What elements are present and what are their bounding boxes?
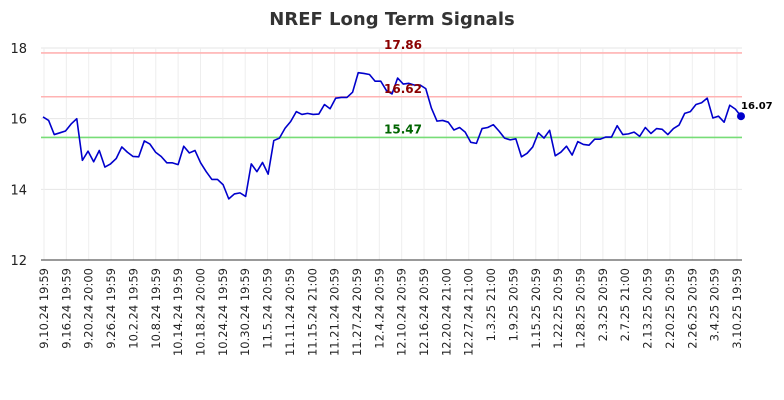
x-tick-label: 10.14.24 19:59 xyxy=(171,268,185,356)
x-tick-label: 10.8.24 19:59 xyxy=(149,268,163,349)
x-tick-label: 11.27.24 20:59 xyxy=(350,268,364,356)
x-tick-label: 12.4.24 20:59 xyxy=(372,268,386,349)
x-tick-label: 12.10.24 20:59 xyxy=(395,268,409,356)
x-tick-label: 2.7.25 21:00 xyxy=(618,268,632,341)
y-tick-label: 18 xyxy=(10,42,27,57)
grid xyxy=(41,47,742,261)
x-tick-label: 12.16.24 20:59 xyxy=(417,268,431,356)
x-tick-label: 2.13.25 20:59 xyxy=(641,268,655,349)
x-tick-label: 3.4.25 20:59 xyxy=(708,268,722,341)
last-value-marker xyxy=(737,112,745,121)
y-tick-label: 12 xyxy=(10,254,27,269)
x-tick-label: 10.2.24 19:59 xyxy=(126,268,140,349)
reference-line-label: 16.62 xyxy=(384,82,422,96)
x-tick-label: 1.22.25 20:59 xyxy=(551,268,565,349)
reference-line-label: 17.86 xyxy=(384,38,422,52)
x-tick-label: 11.15.24 21:00 xyxy=(305,268,319,356)
x-tick-label: 2.26.25 20:59 xyxy=(685,268,699,349)
x-tick-label: 10.24.24 19:59 xyxy=(216,268,230,356)
y-tick-label: 16 xyxy=(10,113,27,128)
x-tick-label: 1.9.25 20:59 xyxy=(506,268,520,341)
x-tick-label: 10.18.24 20:00 xyxy=(193,268,207,356)
x-tick-label: 3.10.25 19:59 xyxy=(730,268,744,349)
series xyxy=(42,71,742,200)
series-line xyxy=(42,71,742,200)
annotations: 17.86 16.62 15.47 16.07 xyxy=(384,38,773,136)
y-tick-label: 14 xyxy=(10,183,27,198)
x-tick-label: 2.20.25 20:59 xyxy=(663,268,677,349)
x-tick-label: 10.30.24 19:59 xyxy=(238,268,252,356)
x-tick-label: 12.20.24 21:00 xyxy=(439,268,453,356)
x-tick-label: 11.21.24 20:59 xyxy=(328,268,342,356)
y-tick-labels: 12 14 16 18 xyxy=(10,42,27,269)
x-tick-label: 9.10.24 19:59 xyxy=(37,268,51,349)
x-tick-label: 1.15.25 20:59 xyxy=(529,268,543,349)
x-tick-label: 12.27.24 21:00 xyxy=(462,268,476,356)
last-value-label: 16.07 xyxy=(741,101,773,112)
x-tick-label: 11.5.24 20:59 xyxy=(261,268,275,349)
x-tick-label: 2.3.25 20:59 xyxy=(596,268,610,341)
x-tick-label: 9.20.24 20:00 xyxy=(82,268,96,349)
x-tick-label: 1.3.25 21:00 xyxy=(484,268,498,341)
x-tick-label: 9.16.24 19:59 xyxy=(59,268,73,349)
reference-line-label: 15.47 xyxy=(384,122,422,136)
chart-title: NREF Long Term Signals xyxy=(269,9,514,30)
x-tick-label: 11.11.24 20:59 xyxy=(283,268,297,356)
reference-lines xyxy=(41,52,742,139)
x-tick-label: 1.28.25 20:59 xyxy=(574,268,588,349)
x-tick-label: 9.26.24 19:59 xyxy=(104,268,118,349)
x-tick-labels: 9.10.24 19:59 9.16.24 19:59 9.20.24 20:00 9… xyxy=(37,268,744,356)
